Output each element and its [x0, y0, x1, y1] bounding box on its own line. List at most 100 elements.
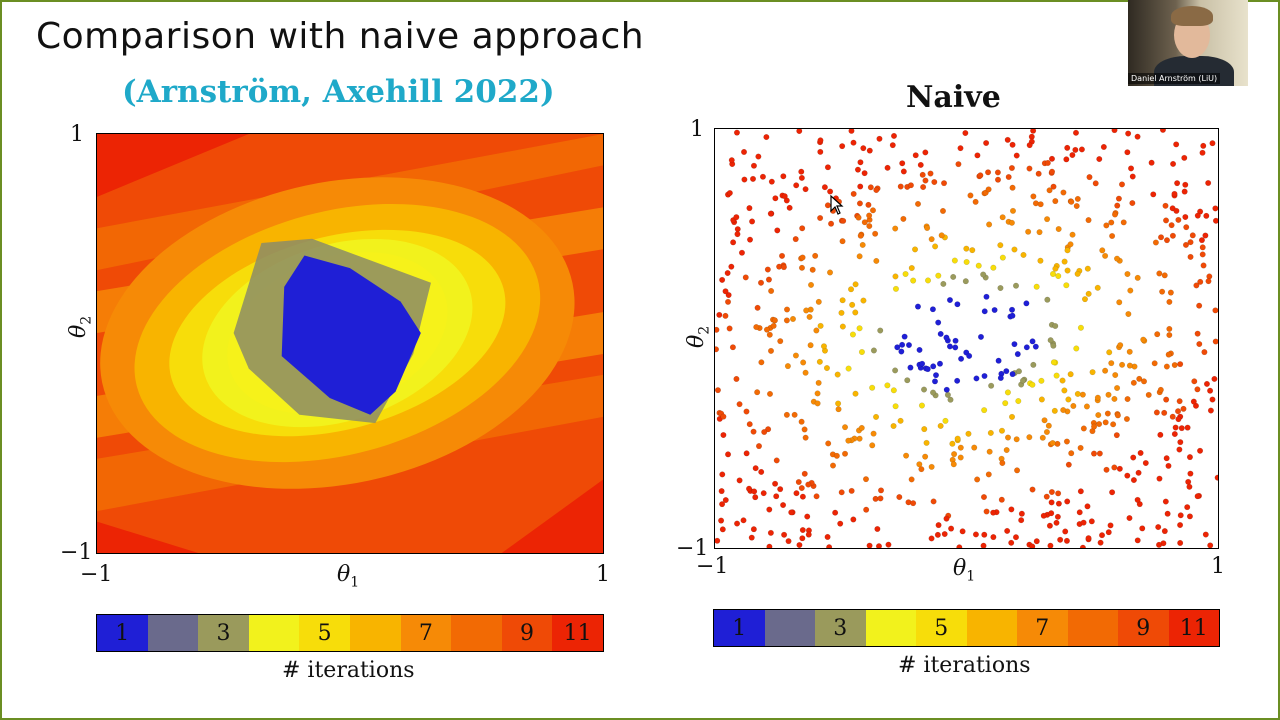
scatter-point: [869, 207, 876, 214]
scatter-point: [733, 214, 740, 221]
scatter-point: [1014, 351, 1021, 358]
scatter-point: [1187, 470, 1194, 477]
scatter-point: [1096, 421, 1103, 428]
scatter-point: [1065, 396, 1072, 403]
scatter-xtick-right: 1: [1211, 554, 1225, 579]
scatter-point: [793, 490, 800, 497]
scatter-point: [799, 254, 806, 261]
scatter-point: [848, 129, 855, 134]
scatter-point: [1141, 378, 1148, 385]
scatter-point: [1050, 270, 1057, 277]
scatter-point: [930, 389, 937, 396]
scatter-point: [741, 148, 748, 155]
scatter-point: [1166, 332, 1173, 339]
scatter-point: [1190, 398, 1197, 405]
scatter-point: [1005, 173, 1012, 180]
scatter-point: [817, 215, 824, 222]
scatter-point: [1114, 384, 1121, 391]
scatter-point: [873, 257, 880, 264]
scatter-point: [892, 403, 899, 410]
scatter-point: [1084, 503, 1091, 510]
scatter-point: [1182, 214, 1189, 221]
scatter-point: [848, 487, 855, 494]
scatter-point: [1152, 239, 1159, 246]
scatter-point: [1004, 434, 1011, 441]
scatter-point: [1165, 462, 1172, 469]
scatter-point: [1073, 203, 1080, 210]
colorbar-segment: [248, 615, 300, 651]
scatter-point: [875, 543, 882, 548]
scatter-point: [892, 225, 899, 232]
colorbar-left-label: # iterations: [282, 658, 415, 683]
scatter-point: [1177, 361, 1184, 368]
scatter-point: [1202, 232, 1209, 239]
scatter-point: [755, 153, 762, 160]
scatter-point: [1105, 529, 1112, 536]
scatter-point: [817, 322, 824, 329]
scatter-point: [920, 184, 927, 191]
scatter-point: [902, 271, 909, 278]
scatter-point: [941, 180, 948, 187]
scatter-point: [1196, 302, 1203, 309]
scatter-point: [715, 346, 719, 353]
scatter-point: [1177, 512, 1184, 519]
scatter-point: [802, 369, 809, 376]
scatter-point: [838, 489, 845, 496]
scatter-point: [749, 218, 756, 225]
scatter-point: [1103, 222, 1110, 229]
scatter-point: [715, 537, 721, 544]
scatter-point: [1100, 143, 1107, 150]
scatter-point: [943, 386, 950, 393]
scatter-point: [955, 161, 962, 168]
scatter-point: [1030, 129, 1037, 134]
scatter-point: [1080, 519, 1087, 526]
scatter-point: [1183, 224, 1190, 231]
scatter-point: [952, 344, 959, 351]
scatter-point: [1186, 483, 1193, 490]
scatter-point: [856, 325, 863, 332]
scatter-point: [1212, 205, 1218, 212]
scatter-point: [1166, 298, 1173, 305]
webcam-person-hair: [1171, 6, 1213, 26]
scatter-point: [1135, 469, 1142, 476]
scatter-point: [1002, 400, 1009, 407]
scatter-point: [1053, 519, 1060, 526]
scatter-point: [1073, 345, 1080, 352]
scatter-point: [900, 215, 907, 222]
scatter-point: [998, 427, 1005, 434]
scatter-point: [904, 377, 911, 384]
scatter-point: [1107, 522, 1114, 529]
scatter-point: [774, 227, 781, 234]
scatter-point: [817, 137, 824, 144]
scatter-point: [931, 179, 938, 186]
scatter-point: [1070, 402, 1077, 409]
scatter-point: [736, 477, 743, 484]
scatter-point: [1013, 436, 1020, 443]
scatter-point: [840, 217, 847, 224]
scatter-point: [1212, 217, 1218, 224]
scatter-point: [1053, 372, 1060, 379]
scatter-point: [958, 355, 965, 362]
scatter-point: [768, 178, 775, 185]
colorbar-tick-label: 11: [1179, 616, 1208, 641]
heatmap-xtick-right: 1: [596, 562, 610, 587]
scatter-point: [912, 152, 919, 159]
scatter-point: [1114, 412, 1121, 419]
scatter-point: [957, 444, 964, 451]
scatter-point: [786, 204, 793, 211]
scatter-point: [910, 500, 917, 507]
scatter-point: [1004, 136, 1011, 143]
scatter-point: [763, 326, 770, 333]
scatter-point: [987, 429, 994, 436]
scatter-point: [981, 308, 988, 315]
scatter-point: [796, 542, 803, 548]
scatter-point: [734, 231, 741, 238]
scatter-point: [734, 520, 741, 527]
scatter-point: [954, 377, 961, 384]
scatter-point: [1003, 447, 1010, 454]
colorbar-tick-label: 9: [1136, 616, 1151, 641]
scatter-point: [1038, 396, 1045, 403]
scatter-point: [1201, 349, 1208, 356]
scatter-point: [1126, 362, 1133, 369]
heatmap-svg: [97, 134, 603, 553]
